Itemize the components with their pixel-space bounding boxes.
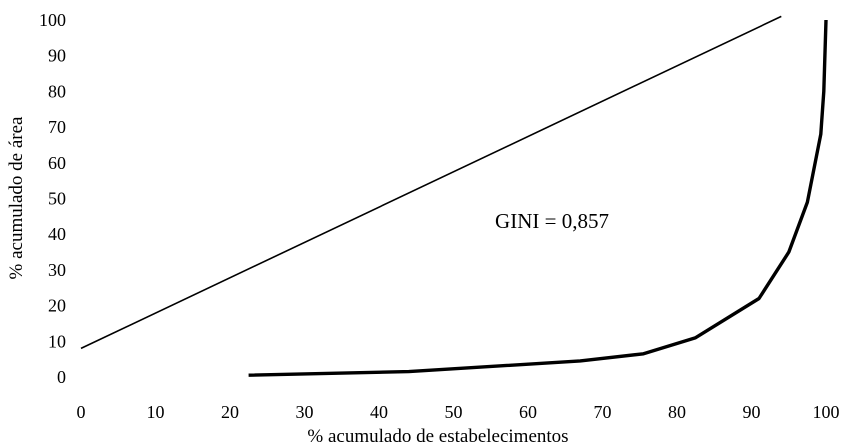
x-tick-label: 30 [296, 402, 314, 422]
x-tick-label: 20 [221, 402, 239, 422]
gini-annotation: GINI = 0,857 [495, 209, 609, 233]
y-tick-label: 20 [48, 296, 66, 316]
x-tick-label: 70 [594, 402, 612, 422]
x-tick-label: 50 [445, 402, 463, 422]
y-tick-label: 60 [48, 153, 66, 173]
lorenz-curve [248, 19, 828, 377]
x-tick-label: 10 [147, 402, 165, 422]
y-tick-label: 80 [48, 81, 66, 101]
y-tick-label: 90 [48, 46, 66, 66]
y-tick-label: 10 [48, 331, 66, 351]
y-tick-label: 0 [57, 367, 66, 387]
x-tick-label: 40 [370, 402, 388, 422]
y-tick-label: 30 [48, 260, 66, 280]
x-axis-ticks: 0 10 20 30 40 50 60 70 80 90 100 [77, 402, 840, 422]
equality-line [80, 15, 782, 350]
y-tick-label: 100 [39, 10, 66, 30]
x-tick-label: 100 [813, 402, 840, 422]
x-axis-label: % acumulado de estabelecimentos [307, 426, 568, 445]
x-tick-label: 60 [519, 402, 537, 422]
series-layer [80, 15, 828, 377]
y-axis-label: % acumulado de área [6, 116, 27, 280]
x-tick-label: 90 [743, 402, 761, 422]
y-axis-ticks: 0 10 20 30 40 50 60 70 80 90 100 [39, 10, 66, 387]
x-tick-label: 80 [668, 402, 686, 422]
y-tick-label: 50 [48, 189, 66, 209]
y-tick-label: 40 [48, 224, 66, 244]
y-tick-label: 70 [48, 117, 66, 137]
x-tick-label: 0 [77, 402, 86, 422]
